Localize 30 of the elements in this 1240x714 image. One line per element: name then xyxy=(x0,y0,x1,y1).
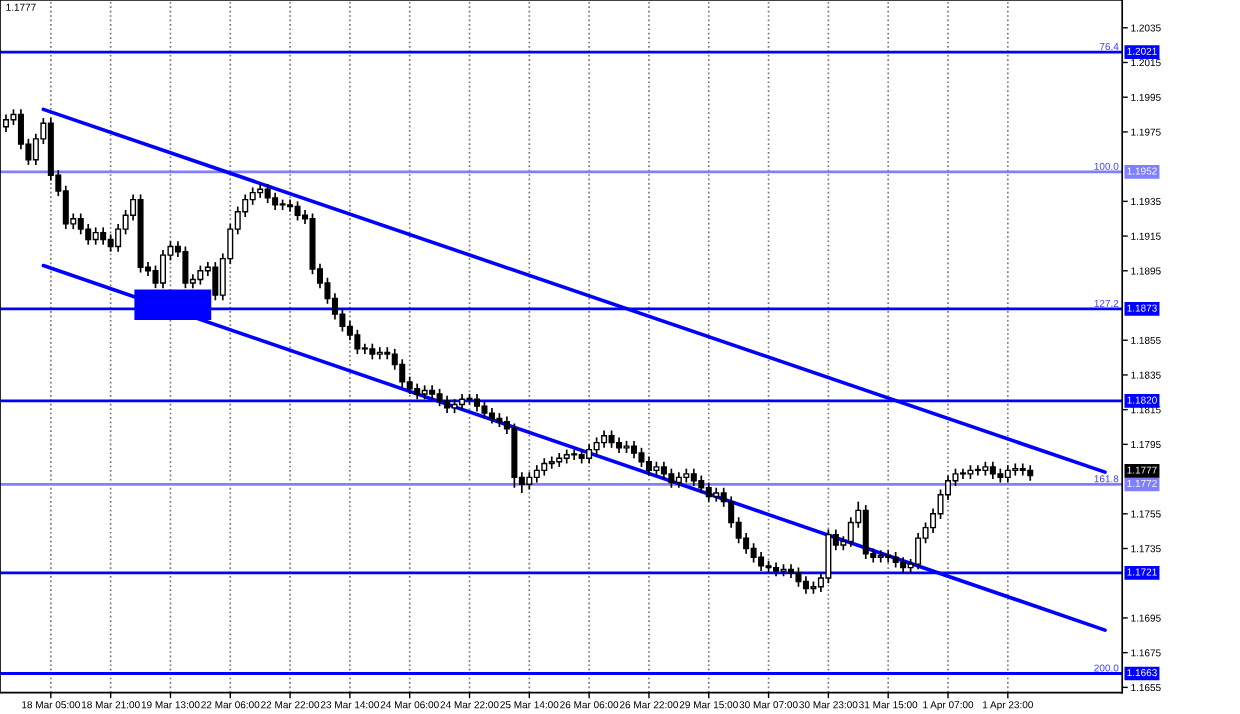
candlestick xyxy=(287,198,294,213)
candlestick xyxy=(705,481,712,503)
candlestick xyxy=(571,448,578,461)
candlestick xyxy=(354,328,361,355)
candlestick xyxy=(346,320,353,342)
candlestick xyxy=(212,261,219,302)
candlestick xyxy=(750,542,757,564)
candlestick xyxy=(159,249,166,289)
candlestick xyxy=(384,346,391,361)
candlestick xyxy=(915,532,922,571)
candlestick xyxy=(758,551,765,572)
candlestick xyxy=(862,504,869,560)
candlestick xyxy=(197,264,204,286)
candlestick xyxy=(1019,462,1026,477)
candlestick xyxy=(885,549,892,564)
candlestick xyxy=(638,446,645,468)
candlestick xyxy=(795,566,802,588)
candlestick xyxy=(376,346,383,361)
candlestick xyxy=(825,528,832,585)
candlestick xyxy=(548,455,555,470)
candlestick xyxy=(877,549,884,564)
candlestick xyxy=(182,245,189,289)
candlestick xyxy=(974,464,981,477)
candlestick xyxy=(1012,462,1019,477)
candlestick xyxy=(264,183,271,204)
candlestick xyxy=(294,200,301,222)
candlestick xyxy=(645,455,652,477)
candlestick xyxy=(586,443,593,465)
candlestick xyxy=(115,223,122,253)
candlestick xyxy=(668,467,675,489)
